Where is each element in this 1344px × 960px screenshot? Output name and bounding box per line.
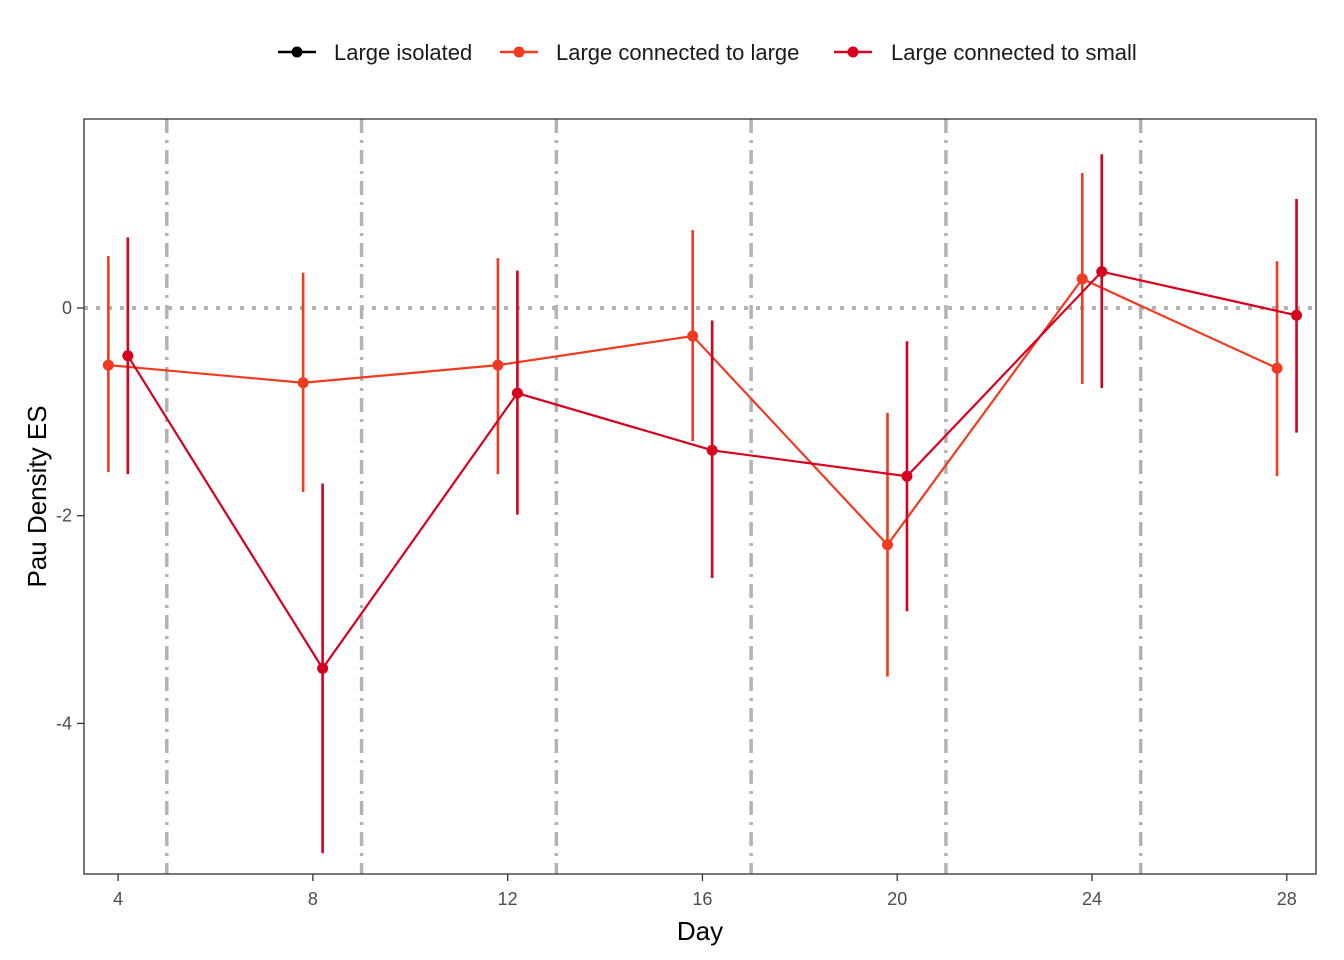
panel-border bbox=[83, 118, 1317, 875]
plot-area bbox=[83, 118, 1317, 875]
y-axis-title: Pau Density ES bbox=[22, 405, 52, 587]
data-point bbox=[1291, 309, 1303, 321]
x-tick-label: 12 bbox=[498, 889, 518, 909]
series-layer bbox=[102, 154, 1303, 854]
y-axis: 0 -2 -4 bbox=[56, 298, 84, 733]
legend-item: Large isolated bbox=[278, 40, 472, 65]
legend-item: Large connected to large bbox=[500, 40, 799, 65]
x-tick-label: 20 bbox=[887, 889, 907, 909]
data-point bbox=[1076, 273, 1088, 285]
data-point bbox=[706, 444, 718, 456]
series-3 bbox=[122, 154, 1303, 854]
data-point bbox=[901, 470, 913, 482]
data-point bbox=[1096, 266, 1108, 278]
legend: Large isolated Large connected to large La… bbox=[278, 40, 1137, 65]
series-2 bbox=[102, 173, 1283, 677]
legend-key-point bbox=[513, 46, 525, 58]
y-tick-label: -4 bbox=[56, 713, 72, 733]
y-tick-label: -2 bbox=[56, 506, 72, 526]
data-point bbox=[687, 330, 699, 342]
data-point bbox=[102, 359, 114, 371]
x-tick-label: 24 bbox=[1082, 889, 1102, 909]
x-tick-label: 28 bbox=[1277, 889, 1297, 909]
x-tick-label: 16 bbox=[692, 889, 712, 909]
x-axis: 4 8 12 16 20 24 28 bbox=[113, 874, 1297, 909]
legend-label: Large connected to large bbox=[556, 40, 799, 65]
legend-key-point bbox=[291, 46, 303, 58]
legend-label: Large connected to small bbox=[891, 40, 1137, 65]
panel-background bbox=[84, 119, 1316, 874]
data-point bbox=[511, 387, 523, 399]
legend-label: Large isolated bbox=[334, 40, 472, 65]
data-point bbox=[1271, 362, 1283, 374]
x-tick-label: 4 bbox=[113, 889, 123, 909]
x-tick-label: 8 bbox=[308, 889, 318, 909]
legend-key-point bbox=[847, 46, 859, 58]
data-point bbox=[317, 662, 329, 674]
data-point bbox=[122, 350, 134, 362]
data-point bbox=[492, 359, 504, 371]
x-axis-title: Day bbox=[677, 916, 723, 946]
legend-item: Large connected to small bbox=[834, 40, 1137, 65]
data-point bbox=[881, 539, 893, 551]
reference-lines bbox=[84, 119, 1316, 874]
y-tick-label: 0 bbox=[62, 298, 72, 318]
data-point bbox=[297, 377, 309, 389]
